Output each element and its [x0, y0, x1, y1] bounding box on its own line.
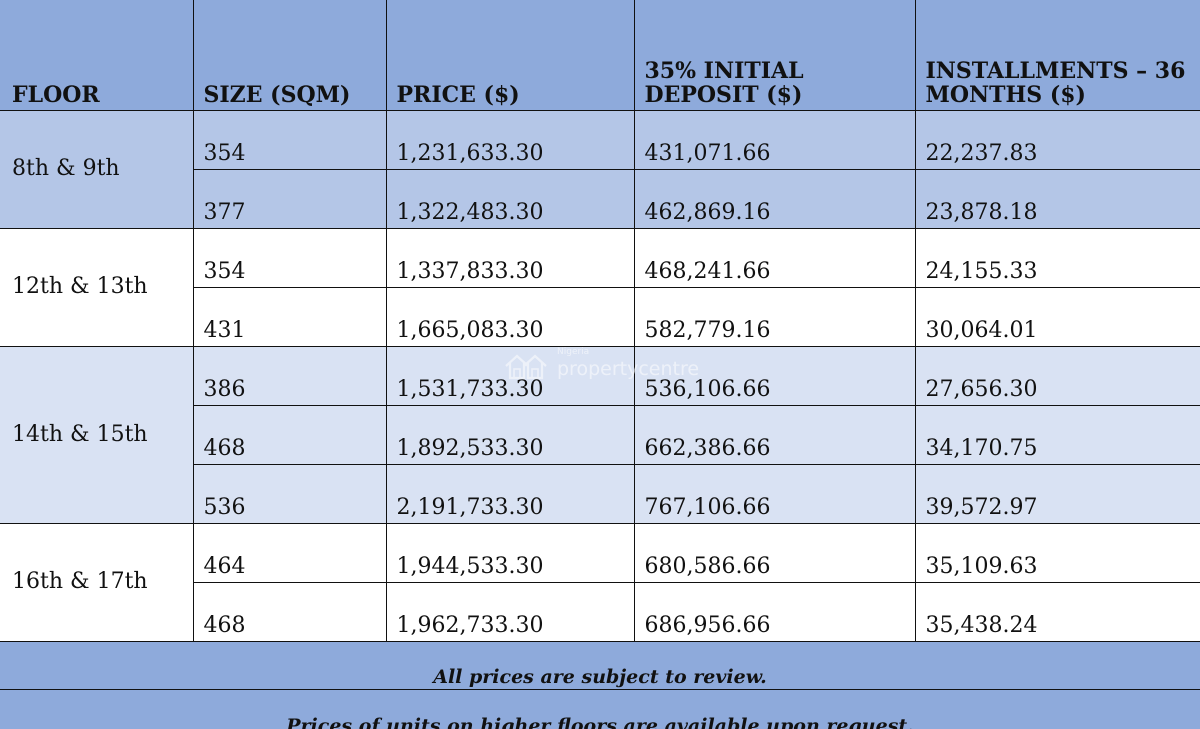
installments-cell: 24,155.33	[914, 227, 1200, 287]
header-deposit: 35% INITIAL DEPOSIT ($)	[633, 0, 915, 110]
table-row: 431 1,665,083.30 582,779.16 30,064.01	[0, 286, 1200, 346]
installments-cell: 35,438.24	[914, 581, 1200, 641]
table-row: 16th & 17th 464 1,944,533.30 680,586.66 …	[0, 522, 1200, 641]
installments-cell: 23,878.18	[914, 168, 1200, 228]
installments-cell: 34,170.75	[914, 404, 1200, 464]
deposit-cell: 582,779.16	[633, 286, 915, 346]
size-cell: 464	[192, 522, 386, 582]
deposit-cell: 662,386.66	[633, 404, 915, 464]
note-higher-floors: Prices of units on higher floors are ava…	[286, 715, 914, 729]
note-review: All prices are subject to review.	[433, 666, 767, 688]
installments-cell: 30,064.01	[914, 286, 1200, 346]
installments-cell: 22,237.83	[914, 109, 1200, 169]
table-row: 468 1,892,533.30 662,386.66 34,170.75	[0, 404, 1200, 464]
deposit-cell: 536,106.66	[633, 345, 915, 405]
table-row: 8th & 9th 354 1,231,633.30 431,071.66 22…	[0, 109, 1200, 228]
header-size: SIZE (SQM)	[192, 0, 386, 110]
price-cell: 1,892,533.30	[385, 404, 634, 464]
deposit-cell: 767,106.66	[633, 463, 915, 523]
price-cell: 1,231,633.30	[385, 109, 634, 169]
floor-cell: 16th & 17th	[0, 522, 193, 641]
floor-cell: 12th & 13th	[0, 227, 193, 346]
header-price: PRICE ($)	[385, 0, 634, 110]
notes-footer: All prices are subject to review. Prices…	[0, 641, 1200, 729]
deposit-cell: 431,071.66	[633, 109, 915, 169]
size-cell: 354	[192, 227, 386, 287]
deposit-cell: 462,869.16	[633, 168, 915, 228]
price-cell: 1,665,083.30	[385, 286, 634, 346]
price-cell: 2,191,733.30	[385, 463, 634, 523]
price-cell: 1,337,833.30	[385, 227, 634, 287]
header-installments: INSTALLMENTS – 36 MONTHS ($)	[914, 0, 1200, 110]
table-row: 377 1,322,483.30 462,869.16 23,878.18	[0, 168, 1200, 228]
table-row: 12th & 13th 354 1,337,833.30 468,241.66 …	[0, 227, 1200, 346]
deposit-cell: 468,241.66	[633, 227, 915, 287]
table-row: 468 1,962,733.30 686,956.66 35,438.24	[0, 581, 1200, 641]
size-cell: 468	[192, 581, 386, 641]
size-cell: 536	[192, 463, 386, 523]
table-row: 14th & 15th 386 1,531,733.30 536,106.66 …	[0, 345, 1200, 523]
deposit-cell: 686,956.66	[633, 581, 915, 641]
size-cell: 431	[192, 286, 386, 346]
installments-cell: 27,656.30	[914, 345, 1200, 405]
size-cell: 468	[192, 404, 386, 464]
header-row: FLOOR SIZE (SQM) PRICE ($) 35% INITIAL D…	[0, 0, 1200, 110]
floor-cell: 8th & 9th	[0, 109, 193, 228]
price-table: FLOOR SIZE (SQM) PRICE ($) 35% INITIAL D…	[0, 0, 1200, 641]
deposit-cell: 680,586.66	[633, 522, 915, 582]
price-cell: 1,962,733.30	[385, 581, 634, 641]
note-divider	[0, 689, 1200, 690]
price-cell: 1,531,733.30	[385, 345, 634, 405]
price-cell: 1,322,483.30	[385, 168, 634, 228]
size-cell: 354	[192, 109, 386, 169]
installments-cell: 35,109.63	[914, 522, 1200, 582]
price-cell: 1,944,533.30	[385, 522, 634, 582]
size-cell: 377	[192, 168, 386, 228]
table-row: 536 2,191,733.30 767,106.66 39,572.97	[0, 463, 1200, 523]
installments-cell: 39,572.97	[914, 463, 1200, 523]
size-cell: 386	[192, 345, 386, 405]
floor-cell: 14th & 15th	[0, 345, 193, 523]
header-floor: FLOOR	[0, 0, 193, 110]
